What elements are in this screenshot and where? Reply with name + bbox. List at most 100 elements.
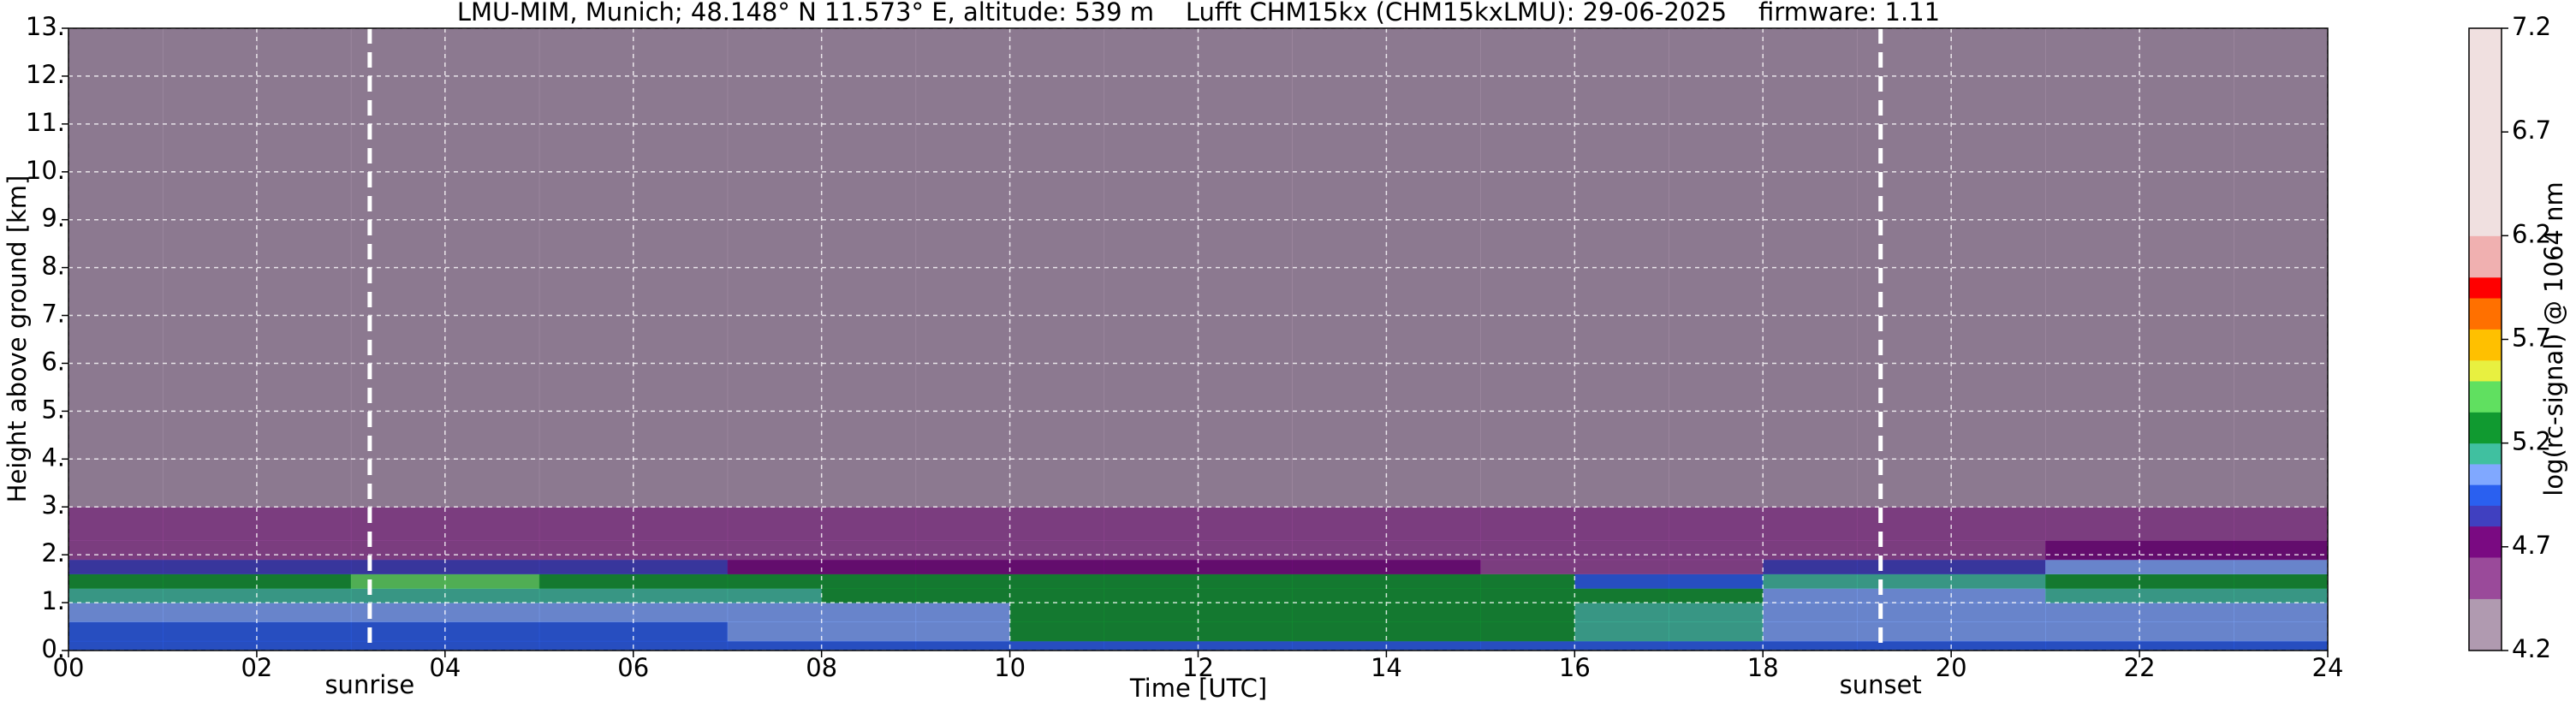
heatmap-cell (162, 588, 258, 603)
heatmap-cell (256, 28, 352, 460)
heatmap-cell (1951, 559, 2046, 575)
heatmap-cell (1104, 573, 1199, 589)
heatmap-cell (1292, 603, 1387, 622)
heatmap-cell (1386, 640, 1481, 651)
heatmap-cell (2139, 621, 2234, 642)
heatmap-cell (1763, 573, 1858, 589)
heatmap-cell (821, 603, 917, 622)
colorbar-segment (2469, 463, 2502, 485)
heatmap-cell (1009, 459, 1105, 508)
heatmap-cell (1669, 28, 1764, 460)
heatmap-cell (1292, 640, 1387, 651)
heatmap-cell (350, 640, 446, 651)
heatmap-cell (1009, 640, 1105, 651)
heatmap-cell (1104, 507, 1199, 541)
heatmap-cell (256, 540, 352, 561)
colorbar-tick-label: 5.7 (2512, 324, 2551, 353)
heatmap-cell (350, 559, 446, 575)
heatmap-cell (633, 540, 729, 561)
heatmap-cell (1857, 28, 1952, 460)
heatmap-cell (1857, 621, 1952, 642)
heatmap-cell (2234, 559, 2329, 575)
heatmap-cell (1669, 459, 1764, 508)
colorbar-segment (2469, 556, 2502, 599)
colorbar-segment (2469, 412, 2502, 444)
y-tick-label: 8. (41, 252, 65, 281)
heatmap-cell (1480, 459, 1575, 508)
heatmap-cell (350, 459, 446, 508)
colorbar-segment (2469, 359, 2502, 382)
heatmap-cell (1669, 559, 1764, 575)
heatmap-cell (2045, 28, 2140, 460)
heatmap-cell (1574, 588, 1669, 603)
heatmap-cell (821, 507, 917, 541)
colorbar-tick-label: 4.2 (2512, 634, 2551, 663)
y-tick-label: 3. (41, 490, 65, 520)
heatmap-cell (162, 573, 258, 589)
heatmap-cell (68, 621, 164, 642)
heatmap-cell (350, 573, 446, 589)
heatmap-cell (727, 573, 823, 589)
heatmap-cell (1198, 588, 1293, 603)
annotation-label: sunset (1840, 670, 1922, 699)
heatmap-cell (633, 573, 729, 589)
heatmap-cell (256, 459, 352, 508)
y-tick-label: 0. (41, 634, 65, 663)
heatmap-cell (821, 28, 917, 460)
heatmap-cell (2045, 559, 2140, 575)
heatmap-cell (1292, 507, 1387, 541)
heatmap-cell (915, 559, 1011, 575)
heatmap-cell (2139, 28, 2234, 460)
heatmap-cell (2139, 603, 2234, 622)
heatmap-cell (1480, 507, 1575, 541)
y-axis-label: Height above ground [km] (3, 175, 32, 503)
heatmap-cell (1763, 559, 1858, 575)
heatmap-cell (1574, 559, 1669, 575)
heatmap-cell (2139, 559, 2234, 575)
heatmap-cell (538, 603, 634, 622)
heatmap-cell (2045, 588, 2140, 603)
heatmap-cell (538, 621, 634, 642)
heatmap-cell (2234, 573, 2329, 589)
heatmap-cell (1951, 459, 2046, 508)
x-tick-label: 10 (994, 653, 1026, 682)
x-tick-label: 06 (617, 653, 649, 682)
heatmap-cell (2234, 459, 2329, 508)
heatmap-cell (2234, 621, 2329, 642)
heatmap-cell (1386, 28, 1481, 460)
heatmap-cell (256, 640, 352, 651)
heatmap-cell (162, 603, 258, 622)
heatmap-cell (68, 28, 164, 460)
colorbar-tick-label: 4.7 (2512, 531, 2551, 560)
colorbar-segment (2469, 298, 2502, 330)
heatmap-cell (538, 459, 634, 508)
y-tick-label: 2. (41, 538, 65, 567)
heatmap-cell (538, 640, 634, 651)
heatmap-cell (256, 588, 352, 603)
heatmap-cell (444, 603, 540, 622)
heatmap-cell (1857, 459, 1952, 508)
heatmap-cell (1951, 507, 2046, 541)
chart-title: LMU-MIM, Munich; 48.148° N 11.573° E, al… (457, 0, 1940, 27)
heatmap-cell (1951, 640, 2046, 651)
heatmap-cell (2234, 540, 2329, 561)
x-tick-label: 16 (1559, 653, 1591, 682)
heatmap-cell (1763, 28, 1858, 460)
heatmap-cell (162, 640, 258, 651)
x-tick-label: 02 (241, 653, 272, 682)
heatmap-cell (915, 621, 1011, 642)
heatmap-cell (1386, 573, 1481, 589)
colorbar-segment (2469, 28, 2502, 236)
heatmap-cell (350, 588, 446, 603)
heatmap-cell (68, 540, 164, 561)
heatmap-cell (1292, 559, 1387, 575)
heatmap-cell (1292, 540, 1387, 561)
heatmap-cell (350, 28, 446, 460)
colorbar-segment (2469, 505, 2502, 527)
heatmap-cell (1574, 28, 1669, 460)
heatmap-cell (1292, 459, 1387, 508)
heatmap-cell (1480, 28, 1575, 460)
heatmap-cell (1386, 459, 1481, 508)
colorbar-tick-label: 6.2 (2512, 219, 2551, 248)
heatmap-cell (1104, 28, 1199, 460)
